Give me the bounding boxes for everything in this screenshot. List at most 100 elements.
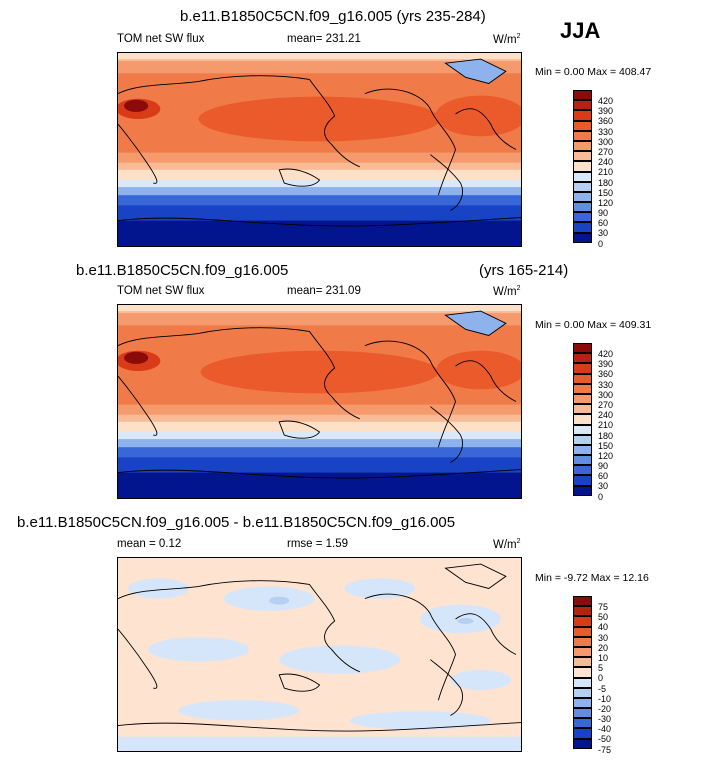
- panel1-swatch-3: [573, 110, 592, 121]
- panel1-swatch-7: [573, 151, 592, 162]
- panel2-swatch-13: [573, 465, 592, 476]
- panel2-level: 300: [598, 389, 614, 400]
- panel2-level: 180: [598, 430, 614, 441]
- panel2-minmax: Min = 0.00 Max = 409.31: [535, 319, 652, 331]
- panel1-minmax: Min = 0.00 Max = 408.47: [535, 66, 652, 78]
- panel1-level: 390: [598, 106, 614, 117]
- panel1-swatch-15: [573, 232, 592, 243]
- panel3-level: -50: [598, 734, 612, 745]
- season-label: JJA: [560, 18, 601, 43]
- panel3-swatch-6: [573, 646, 592, 658]
- panel3-title: b.e11.B1850C5CN.f09_g16.005 - b.e11.B185…: [17, 514, 456, 531]
- panel2-level: 420: [598, 349, 614, 359]
- panel2-map: [117, 304, 522, 499]
- panel2-swatch-8: [573, 414, 592, 425]
- panel3-swatch-5: [573, 636, 592, 647]
- panel3-swatch-8: [573, 667, 592, 678]
- panel3-swatch-11: [573, 697, 592, 709]
- panel1-map-field: [118, 53, 521, 246]
- panel2-swatch-1: [573, 343, 592, 354]
- panel3-level: -5: [598, 683, 607, 694]
- panel1-level: 240: [598, 157, 614, 168]
- panel2-level: 330: [598, 379, 614, 390]
- panel2-level: 390: [598, 359, 614, 370]
- panel2-units: W/m2: [493, 285, 521, 298]
- panel1-level: 210: [598, 167, 614, 178]
- panel3-rmse: rmse = 1.59: [287, 538, 349, 550]
- panel2-years: (yrs 165-214): [479, 262, 569, 279]
- panel3-level: 50: [598, 612, 609, 623]
- panel1-level: 360: [598, 116, 614, 127]
- panel1-level: 330: [598, 126, 614, 137]
- panel3-level: 75: [598, 602, 609, 612]
- panel1-swatch-8: [573, 161, 592, 172]
- panel1-swatch-4: [573, 120, 592, 131]
- panel2-level: 270: [598, 399, 614, 410]
- panel1-level: 0: [598, 238, 604, 249]
- panel3-level: 5: [598, 663, 604, 674]
- panel1-swatch-12: [573, 202, 592, 213]
- panel2-swatch-12: [573, 455, 592, 466]
- panel3-colorbar-labels: 75 50 40 30 20 10 5 0 -5 -10 -20 -30 -40…: [598, 602, 611, 755]
- panel2-swatch-3: [573, 363, 592, 374]
- panel2-level: 360: [598, 369, 614, 380]
- panel2-swatch-4: [573, 373, 592, 384]
- panel3-swatch-12: [573, 708, 592, 719]
- panel3-swatch-1: [573, 596, 592, 607]
- panel3-level: -75: [598, 744, 612, 755]
- panel3-swatch-9: [573, 677, 592, 688]
- panel1-colorbar-labels: 420 390 360 330 300 270 240 210 180 150 …: [598, 96, 613, 249]
- panel1-variable: TOM net SW flux: [117, 33, 205, 45]
- panel1-units: W/m2: [493, 33, 521, 46]
- panel2-swatch-7: [573, 404, 592, 415]
- panel2-colorbar-labels: 420 390 360 330 300 270 240 210 180 150 …: [598, 349, 613, 502]
- panel2-colorbar: [573, 343, 592, 496]
- panel1-colorbar: [573, 90, 592, 243]
- panel2-variable: TOM net SW flux: [117, 285, 205, 297]
- panel3-colorbar: [573, 596, 592, 749]
- panel2-swatch-14: [573, 475, 592, 486]
- panel2-swatch-9: [573, 424, 592, 435]
- panel1-swatch-13: [573, 212, 592, 223]
- panel3-mean: mean = 0.12: [117, 538, 182, 550]
- panel1-level: 90: [598, 208, 609, 219]
- panel1-level: 180: [598, 177, 614, 188]
- panel3-level: -30: [598, 714, 612, 725]
- panel2-title: b.e11.B1850C5CN.f09_g16.005: [76, 262, 289, 279]
- panel2-swatch-10: [573, 434, 592, 445]
- panel3-level: -10: [598, 693, 612, 704]
- panel3-swatch-10: [573, 687, 592, 698]
- panel2-level: 150: [598, 440, 614, 451]
- panel3-swatch-15: [573, 738, 592, 749]
- panel2-level: 90: [598, 461, 609, 472]
- panel1-swatch-2: [573, 100, 592, 111]
- panel2-swatch-6: [573, 393, 592, 405]
- panel2-swatch-2: [573, 353, 592, 364]
- panel2-level: 30: [598, 481, 609, 492]
- panel3-swatch-4: [573, 626, 592, 637]
- panel1-swatch-9: [573, 171, 592, 182]
- panel2-level: 0: [598, 491, 604, 502]
- panel1-mean: mean= 231.21: [287, 33, 361, 45]
- panel1-level: 120: [598, 197, 614, 208]
- panel3-level: 0: [598, 673, 604, 684]
- panel3-level: 10: [598, 652, 609, 663]
- panel3-level: -20: [598, 703, 612, 714]
- panel1-level: 300: [598, 136, 614, 147]
- panel1-swatch-14: [573, 222, 592, 233]
- panel2-swatch-15: [573, 485, 592, 496]
- panel2-level: 210: [598, 420, 614, 431]
- panel3-level: 30: [598, 632, 609, 643]
- panel3-map-field: [118, 558, 521, 751]
- panel3-level: -40: [598, 724, 612, 735]
- panel1-level: 270: [598, 146, 614, 157]
- panel1-map: [117, 52, 522, 247]
- panel1-title: b.e11.B1850C5CN.f09_g16.005 (yrs 235-284…: [180, 8, 486, 25]
- panel1-swatch-1: [573, 90, 592, 101]
- panel2-map-field: [118, 305, 521, 498]
- panel3-swatch-2: [573, 606, 592, 617]
- panel2-level: 240: [598, 410, 614, 421]
- panel3-level: 20: [598, 642, 609, 653]
- panel3-map: [117, 557, 522, 752]
- panel3-swatch-7: [573, 657, 592, 668]
